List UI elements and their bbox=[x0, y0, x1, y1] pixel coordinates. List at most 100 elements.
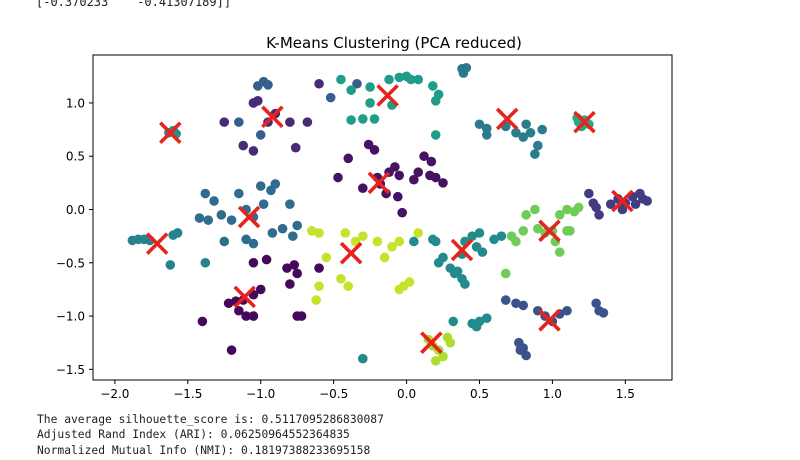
data-point bbox=[306, 226, 317, 236]
data-point bbox=[438, 351, 448, 362]
data-point bbox=[350, 236, 361, 247]
x-tick-label: −0.5 bbox=[319, 387, 348, 400]
data-point bbox=[460, 279, 470, 289]
data-point bbox=[343, 281, 354, 292]
data-point bbox=[419, 151, 429, 162]
data-point bbox=[617, 204, 628, 215]
data-point bbox=[554, 247, 565, 257]
data-point bbox=[605, 199, 616, 209]
data-point bbox=[248, 311, 259, 321]
data-point bbox=[393, 191, 403, 202]
data-point bbox=[290, 142, 301, 153]
data-point bbox=[255, 284, 266, 295]
data-point bbox=[263, 80, 273, 90]
data-point bbox=[219, 236, 230, 247]
data-point bbox=[325, 92, 336, 103]
data-point bbox=[521, 119, 531, 130]
centroid-marker bbox=[450, 238, 474, 262]
data-point bbox=[530, 149, 540, 159]
centroid-marker bbox=[339, 241, 363, 265]
plot-frame bbox=[92, 54, 673, 381]
data-point bbox=[521, 210, 531, 220]
x-tick-label: 0.0 bbox=[397, 387, 416, 400]
ari-line: Adjusted Rand Index (ARI): 0.06250964552… bbox=[37, 428, 350, 442]
data-point bbox=[255, 130, 266, 140]
data-point bbox=[296, 311, 307, 321]
centroid-marker bbox=[611, 189, 634, 213]
data-point bbox=[387, 242, 397, 252]
data-point bbox=[565, 226, 575, 236]
data-point bbox=[430, 130, 441, 140]
data-point bbox=[365, 82, 375, 92]
data-point bbox=[234, 305, 244, 316]
data-point bbox=[292, 220, 302, 231]
data-point bbox=[445, 337, 456, 348]
data-point bbox=[474, 228, 485, 238]
x-axis-ticks: −2.0 −1.5 −1.0 −0.5 0.0 0.5 1.0 1.5 bbox=[100, 380, 635, 400]
data-point bbox=[203, 215, 214, 225]
data-point bbox=[554, 210, 565, 220]
data-point bbox=[352, 78, 362, 89]
data-point bbox=[226, 345, 237, 355]
data-point bbox=[314, 263, 324, 273]
data-point bbox=[521, 350, 531, 361]
data-point bbox=[471, 321, 482, 332]
y-tick-label: 0.0 bbox=[66, 203, 85, 217]
data-point bbox=[394, 72, 405, 83]
data-point bbox=[481, 123, 492, 134]
data-point bbox=[336, 74, 346, 85]
data-point bbox=[500, 268, 511, 279]
data-point bbox=[372, 236, 383, 247]
data-point bbox=[248, 238, 259, 249]
x-tick-label: −2.0 bbox=[100, 387, 129, 400]
centroid-marker bbox=[495, 107, 519, 131]
x-tick-label: 0.5 bbox=[470, 387, 489, 400]
centroid-marker bbox=[159, 121, 182, 145]
data-point bbox=[285, 199, 295, 209]
data-point bbox=[438, 252, 448, 263]
data-point bbox=[277, 223, 288, 234]
data-point bbox=[285, 117, 295, 127]
data-point bbox=[358, 183, 368, 193]
data-point bbox=[384, 74, 394, 85]
data-point bbox=[234, 117, 244, 127]
data-point bbox=[314, 281, 324, 292]
centroid-marker bbox=[376, 84, 399, 107]
data-point bbox=[533, 140, 543, 151]
data-point bbox=[289, 260, 300, 270]
data-point bbox=[390, 162, 400, 172]
data-point bbox=[365, 98, 375, 108]
y-tick-label: 0.5 bbox=[66, 150, 85, 164]
y-axis-ticks: 1.0 0.5 0.0 −0.5 −1.0 −1.5 bbox=[56, 96, 93, 377]
data-point bbox=[518, 300, 529, 311]
data-point bbox=[165, 260, 176, 270]
data-point bbox=[630, 199, 641, 209]
data-point bbox=[518, 226, 529, 236]
data-point bbox=[481, 313, 492, 323]
data-point bbox=[573, 202, 584, 213]
nmi-line: Normalized Mutual Info (NMI): 0.18197388… bbox=[37, 443, 371, 457]
data-point bbox=[288, 231, 298, 241]
data-point bbox=[598, 308, 609, 318]
data-point bbox=[200, 257, 211, 268]
data-point bbox=[409, 236, 419, 247]
data-point bbox=[433, 89, 444, 100]
data-point bbox=[448, 316, 459, 327]
data-point bbox=[363, 139, 374, 150]
data-point bbox=[584, 188, 594, 199]
data-point bbox=[209, 196, 219, 206]
data-point bbox=[261, 254, 272, 265]
y-tick-label: −1.0 bbox=[56, 310, 85, 324]
data-point bbox=[428, 234, 438, 245]
centroid-marker bbox=[233, 285, 256, 309]
data-point bbox=[253, 96, 263, 106]
data-point bbox=[562, 204, 572, 215]
data-point bbox=[413, 167, 424, 178]
data-point bbox=[314, 228, 324, 238]
data-points bbox=[127, 62, 653, 366]
data-point bbox=[270, 179, 281, 189]
data-point bbox=[642, 196, 653, 206]
data-point bbox=[506, 231, 517, 241]
x-tick-label: 1.0 bbox=[543, 387, 562, 400]
previous-output-text: [-0.370233 -0.41307189]] bbox=[36, 0, 232, 9]
